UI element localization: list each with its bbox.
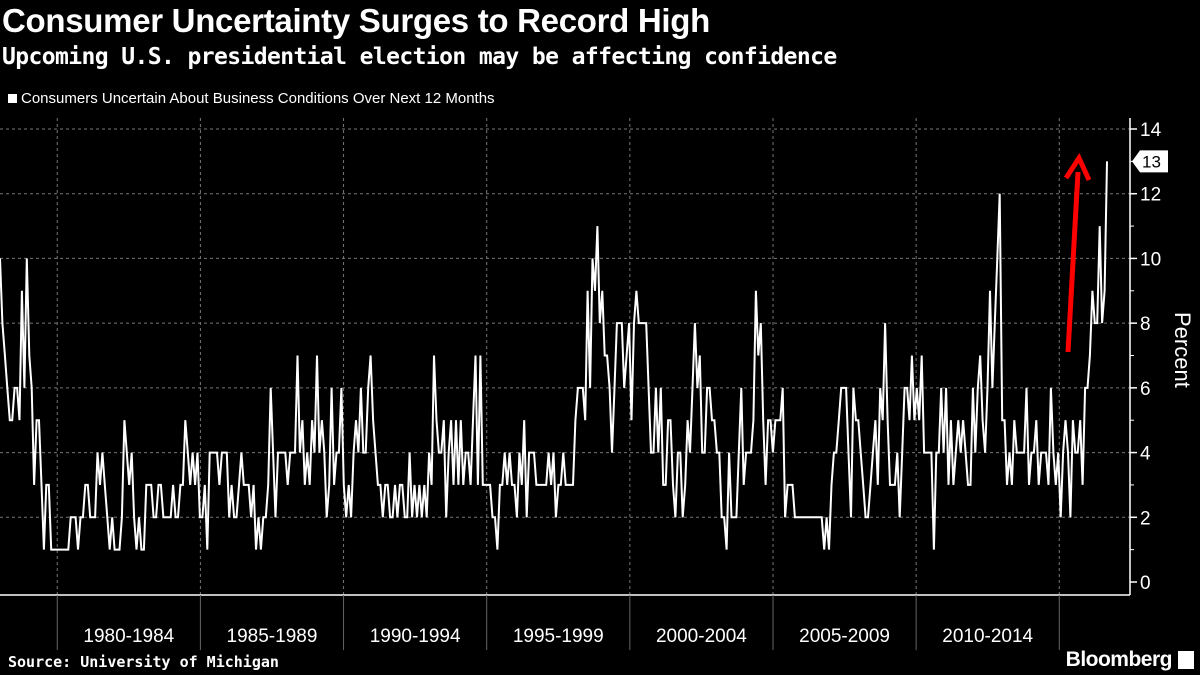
y-axis-label: Percent [1170, 312, 1195, 388]
x-tick-label: 2010-2014 [942, 626, 1033, 647]
x-tick-label: 2005-2009 [799, 626, 890, 647]
grid [0, 118, 1130, 595]
x-tick-label: 2000-2004 [656, 626, 747, 647]
x-tick-label: 1980-1984 [83, 626, 174, 647]
x-tick-label: 1995-1999 [513, 626, 604, 647]
bloomberg-mark-icon [1178, 651, 1194, 669]
source-note: Source: University of Michigan [8, 653, 279, 671]
last-value-text: 13 [1142, 152, 1161, 171]
y-tick-label: 12 [1140, 185, 1161, 206]
bloomberg-logo: Bloomberg [1065, 648, 1173, 671]
chart-subtitle: Upcoming U.S. presidential election may … [2, 44, 837, 70]
legend-swatch [8, 94, 17, 103]
y-tick-label: 6 [1140, 379, 1151, 400]
y-tick-label: 4 [1140, 444, 1151, 465]
last-value-label: 13 [1132, 150, 1168, 173]
x-axis: 1980-1984 1985-1989 1990-1994 1995-1999 2000… [0, 594, 1130, 650]
legend-label: Consumers Uncertain About Business Condi… [21, 90, 495, 107]
series-line [0, 161, 1108, 551]
y-tick-label: 2 [1140, 508, 1151, 529]
legend: Consumers Uncertain About Business Condi… [8, 90, 495, 107]
chart-title: Consumer Uncertainty Surges to Record Hi… [2, 2, 711, 39]
x-tick-label: 1985-1989 [227, 626, 318, 647]
red-arrow-icon [1063, 152, 1092, 353]
y-tick-label: 14 [1140, 120, 1162, 141]
y-axis: 0 2 4 6 8 10 12 14 [1129, 118, 1162, 595]
y-tick-label: 8 [1140, 314, 1151, 335]
y-tick-label: 0 [1140, 573, 1151, 594]
y-tick-label: 10 [1140, 249, 1161, 270]
x-tick-label: 1990-1994 [370, 626, 461, 647]
